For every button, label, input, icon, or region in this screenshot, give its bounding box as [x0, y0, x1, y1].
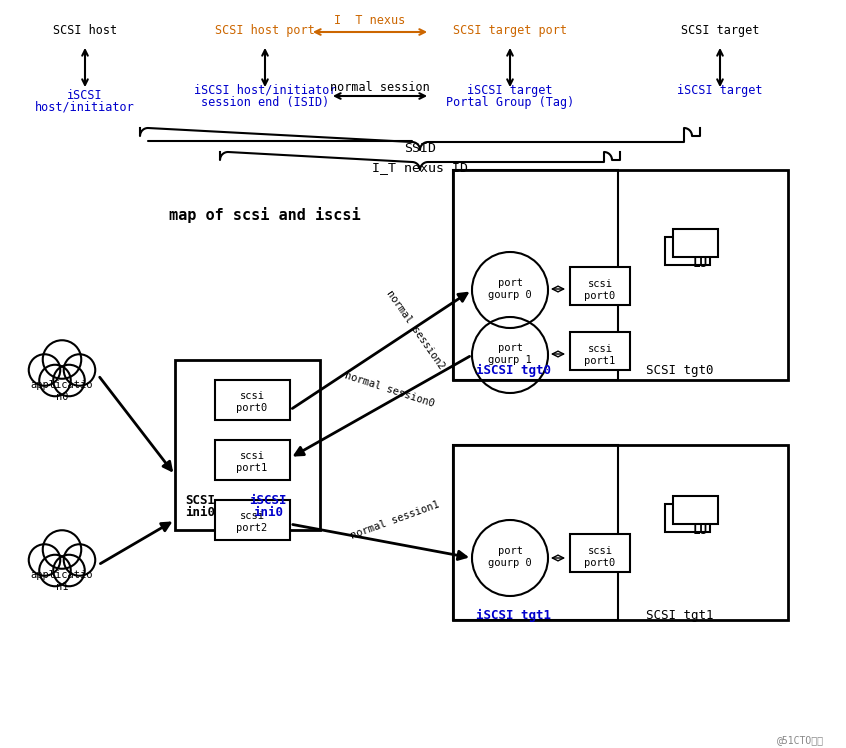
Text: scsi: scsi: [587, 344, 613, 354]
Text: gourp 0: gourp 0: [488, 558, 532, 568]
Circle shape: [43, 340, 81, 378]
FancyBboxPatch shape: [570, 267, 630, 305]
Circle shape: [63, 355, 96, 386]
Text: scsi: scsi: [239, 511, 265, 521]
Text: normal session: normal session: [330, 81, 430, 94]
FancyBboxPatch shape: [215, 440, 290, 480]
Text: normal session0: normal session0: [343, 371, 437, 409]
FancyBboxPatch shape: [570, 534, 630, 572]
Text: SCSI target: SCSI target: [681, 23, 759, 37]
Text: port1: port1: [236, 463, 267, 473]
Text: iSCSI: iSCSI: [250, 494, 287, 506]
Text: I_T nexus ID: I_T nexus ID: [372, 162, 468, 174]
Text: iSCSI host/initiator: iSCSI host/initiator: [194, 84, 336, 96]
Text: I  T nexus: I T nexus: [334, 13, 405, 26]
Text: ini0: ini0: [253, 506, 283, 518]
FancyBboxPatch shape: [665, 237, 710, 265]
Text: port1: port1: [585, 356, 616, 366]
Text: gourp 1: gourp 1: [488, 355, 532, 365]
Text: n0: n0: [56, 392, 69, 402]
Text: SCSI host port: SCSI host port: [215, 23, 315, 37]
Text: SCSI tgt1: SCSI tgt1: [646, 609, 714, 622]
Circle shape: [63, 545, 96, 576]
Text: iSCSI target: iSCSI target: [467, 84, 552, 96]
Text: SCSI tgt0: SCSI tgt0: [646, 364, 714, 376]
Text: iSCSI: iSCSI: [67, 88, 103, 102]
Text: port: port: [497, 343, 523, 353]
FancyBboxPatch shape: [570, 332, 630, 370]
Text: ini0: ini0: [185, 506, 215, 518]
Text: port: port: [497, 546, 523, 556]
Text: scsi: scsi: [587, 546, 613, 556]
Text: iSCSI tgt0: iSCSI tgt0: [475, 364, 551, 376]
Circle shape: [29, 355, 60, 386]
Circle shape: [39, 555, 71, 586]
Text: LU: LU: [693, 257, 707, 269]
Text: @51CTO博客: @51CTO博客: [777, 735, 823, 745]
Text: iSCSI target: iSCSI target: [678, 84, 763, 96]
Text: map of scsi and iscsi: map of scsi and iscsi: [169, 207, 360, 223]
Text: applicatio: applicatio: [30, 570, 93, 580]
Text: port0: port0: [236, 403, 267, 413]
Text: normal session1: normal session1: [349, 499, 441, 541]
FancyBboxPatch shape: [673, 496, 718, 524]
Text: SCSI target port: SCSI target port: [453, 23, 567, 37]
FancyBboxPatch shape: [673, 229, 718, 257]
Text: gourp 0: gourp 0: [488, 290, 532, 300]
FancyBboxPatch shape: [665, 504, 710, 532]
FancyBboxPatch shape: [215, 380, 290, 420]
Text: n1: n1: [56, 582, 69, 592]
Text: host/initiator: host/initiator: [36, 100, 135, 114]
Text: iSCSI tgt1: iSCSI tgt1: [475, 608, 551, 622]
FancyBboxPatch shape: [215, 500, 290, 540]
Circle shape: [39, 365, 71, 396]
Text: SCSI: SCSI: [185, 494, 215, 506]
Text: Portal Group (Tag): Portal Group (Tag): [446, 96, 574, 108]
Circle shape: [53, 365, 85, 396]
Text: applicatio: applicatio: [30, 380, 93, 390]
Text: port0: port0: [585, 291, 616, 301]
Text: scsi: scsi: [239, 451, 265, 461]
Text: LU: LU: [693, 524, 707, 536]
Text: normal session2: normal session2: [384, 289, 446, 371]
Text: port: port: [497, 278, 523, 288]
Circle shape: [53, 555, 85, 586]
Text: SSID: SSID: [404, 141, 436, 155]
Text: session end (ISID): session end (ISID): [201, 96, 329, 108]
Text: scsi: scsi: [239, 391, 265, 401]
Text: port0: port0: [585, 558, 616, 568]
Text: scsi: scsi: [587, 279, 613, 289]
Circle shape: [43, 530, 81, 568]
Circle shape: [29, 545, 60, 576]
Text: port2: port2: [236, 523, 267, 533]
Text: SCSI host: SCSI host: [53, 23, 117, 37]
